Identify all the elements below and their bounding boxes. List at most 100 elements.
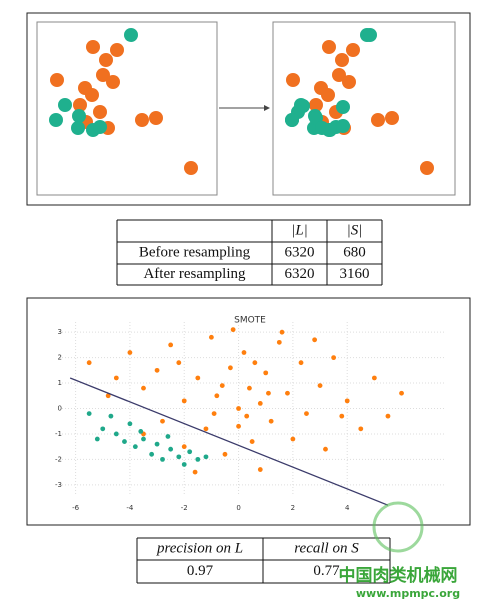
- point: [268, 418, 274, 424]
- table-header: |S|: [347, 222, 363, 238]
- dot: [135, 113, 149, 127]
- dot: [385, 111, 399, 125]
- table-cell: 0.97: [187, 563, 214, 579]
- panel-after: [272, 21, 456, 196]
- point: [86, 411, 92, 416]
- scatter-chart: -6 -4 -2 0 2 4 -3 -2 -1 0 1 2 3: [55, 322, 445, 512]
- point: [257, 401, 263, 406]
- x-tick-label: 0: [236, 504, 240, 512]
- point: [339, 413, 345, 419]
- dot: [71, 121, 85, 135]
- table-cell: Before resampling: [139, 244, 251, 260]
- dot: [50, 73, 64, 87]
- watermark-url: www.mpmpc.org: [356, 587, 460, 600]
- point: [290, 436, 296, 442]
- point: [279, 329, 285, 335]
- dot: [322, 40, 336, 54]
- point: [187, 449, 193, 455]
- point: [211, 411, 217, 416]
- point: [108, 413, 114, 419]
- point: [168, 342, 174, 348]
- point: [263, 370, 269, 376]
- point: [165, 434, 171, 439]
- point: [192, 469, 198, 475]
- dot: [149, 111, 163, 125]
- point: [181, 462, 187, 467]
- y-tick-label: -1: [55, 430, 62, 438]
- point: [385, 413, 391, 419]
- dot: [420, 161, 434, 175]
- point: [94, 436, 100, 442]
- dot: [124, 28, 138, 42]
- arrow-head: [264, 105, 270, 111]
- point: [176, 454, 182, 460]
- dot: [342, 75, 356, 89]
- y-tick-label: 3: [58, 328, 62, 336]
- dot: [96, 68, 110, 82]
- table-cell: 6320: [285, 266, 315, 282]
- point: [222, 451, 228, 457]
- point: [138, 428, 144, 434]
- table-header: recall on S: [294, 540, 359, 556]
- dot: [321, 88, 335, 102]
- point: [203, 426, 209, 432]
- dot: [346, 43, 360, 57]
- point: [219, 383, 225, 389]
- point: [230, 327, 236, 333]
- point: [122, 439, 127, 444]
- point: [160, 456, 165, 462]
- point: [298, 360, 304, 366]
- point: [304, 411, 309, 416]
- point: [105, 393, 111, 399]
- point: [241, 350, 247, 355]
- dot: [110, 43, 124, 57]
- point: [244, 413, 250, 419]
- table-cell: 3160: [340, 266, 370, 282]
- point: [168, 446, 174, 452]
- watermark-name: 中国肉类机械网: [339, 565, 458, 586]
- point: [266, 390, 271, 396]
- dot: [72, 109, 86, 123]
- point: [127, 350, 133, 355]
- dot: [85, 88, 99, 102]
- dot: [58, 98, 72, 112]
- point: [249, 439, 255, 444]
- x-tick-label: 2: [291, 504, 295, 512]
- point: [257, 467, 263, 472]
- watermark-logo: [372, 501, 424, 553]
- table-cell: 0.77: [313, 563, 340, 579]
- point: [317, 383, 323, 389]
- synthetic-dot: [315, 121, 329, 135]
- point: [113, 431, 119, 437]
- dot: [73, 98, 87, 112]
- point: [236, 406, 241, 411]
- x-tick-label: 4: [345, 504, 350, 512]
- x-tick-label: -4: [126, 504, 134, 512]
- synthetic-dot: [363, 28, 377, 42]
- y-tick-label: -2: [55, 455, 62, 463]
- chart-title: SMOTE: [234, 316, 266, 326]
- point: [176, 360, 182, 366]
- illustration-dots: [49, 28, 434, 175]
- point: [236, 423, 241, 429]
- table-cell: 680: [343, 244, 366, 260]
- table-cell: 6320: [285, 244, 315, 260]
- point: [247, 385, 252, 391]
- point: [331, 355, 337, 361]
- table-header: precision on L: [156, 540, 243, 556]
- point: [127, 421, 133, 427]
- dot: [93, 105, 107, 119]
- point: [149, 451, 155, 457]
- point: [371, 375, 377, 381]
- point: [141, 436, 146, 442]
- dot: [332, 68, 346, 82]
- dot: [286, 73, 300, 87]
- y-tick-label: 0: [58, 405, 62, 413]
- y-tick-label: 2: [58, 354, 62, 362]
- point: [113, 375, 119, 381]
- chart-box: [26, 297, 471, 526]
- synthetic-dot: [336, 119, 350, 133]
- point: [100, 426, 106, 432]
